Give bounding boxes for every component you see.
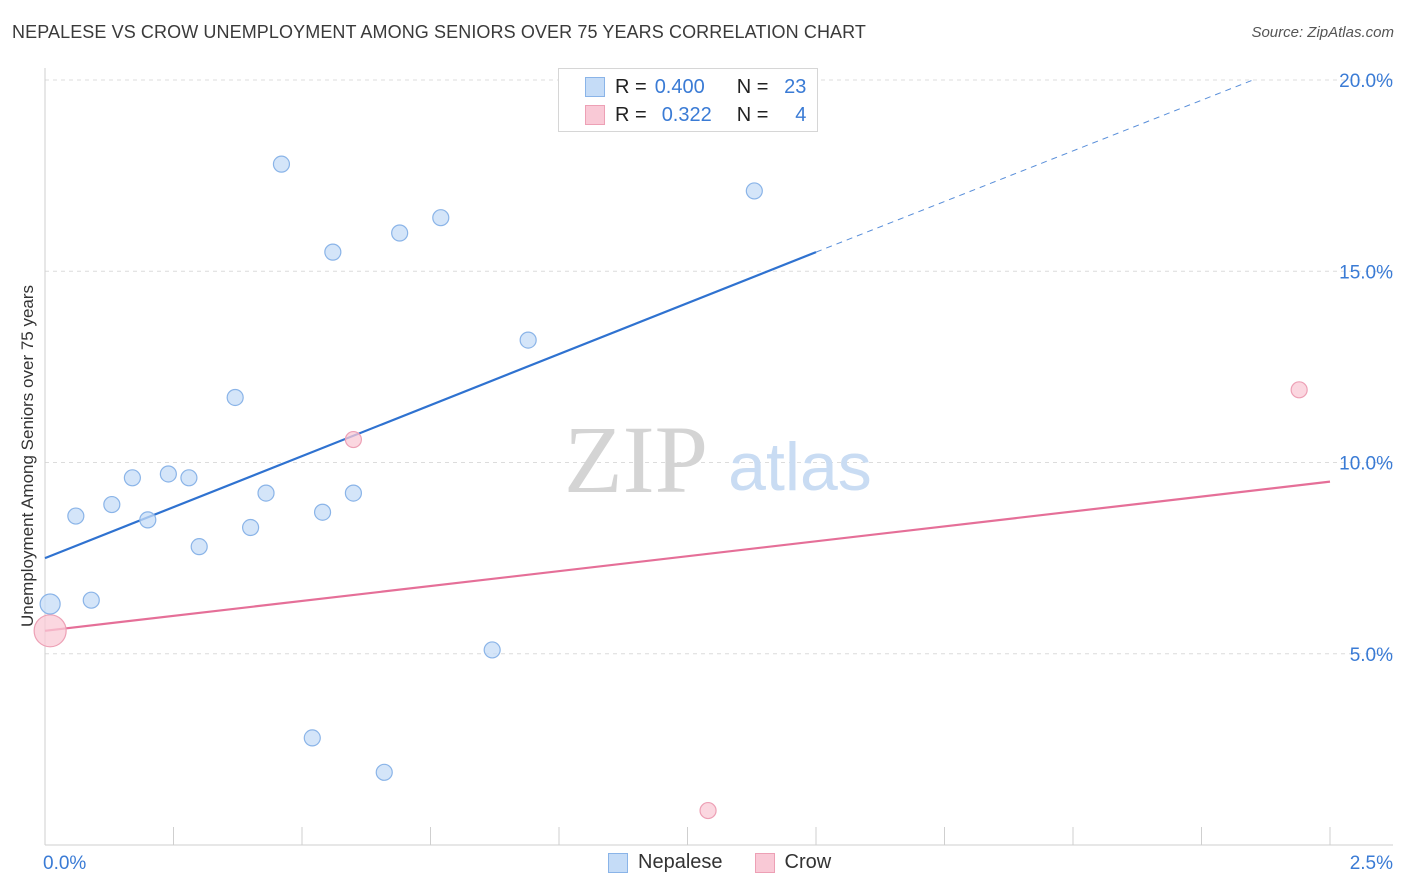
axes bbox=[44, 68, 1393, 846]
nepalese-point bbox=[483, 641, 501, 659]
nepalese-point bbox=[272, 155, 291, 173]
legend-row-crow: R = 0.322 N = 4 bbox=[559, 101, 806, 129]
nepalese-point bbox=[375, 763, 393, 781]
n-value: 23 bbox=[784, 75, 807, 98]
nepalese-point bbox=[139, 511, 157, 529]
r-value: 0.400 bbox=[654, 75, 705, 98]
crow-legend-swatch bbox=[754, 852, 775, 873]
crow-legend-label: Crow bbox=[784, 851, 832, 873]
nepalese-point bbox=[82, 591, 100, 609]
crow-point bbox=[33, 614, 67, 648]
crow-point bbox=[344, 430, 362, 449]
n-label: N = bbox=[736, 103, 769, 126]
nepalese-point bbox=[180, 469, 198, 487]
series-legend: Nepalese Crow bbox=[608, 851, 831, 874]
nepalese-point bbox=[391, 224, 409, 242]
nepalese-point bbox=[67, 507, 85, 525]
nepalese-point bbox=[190, 538, 208, 556]
nepalese-point bbox=[313, 503, 332, 521]
chart-title: NEPALESE VS CROW UNEMPLOYMENT AMONG SENI… bbox=[12, 22, 867, 42]
r-value: 0.322 bbox=[661, 103, 712, 126]
nepalese-legend-label: Nepalese bbox=[638, 851, 723, 873]
nepalese-trend-line bbox=[44, 251, 817, 560]
nepalese-point bbox=[242, 518, 260, 537]
nepalese-legend-swatch bbox=[608, 852, 628, 873]
nepalese-point bbox=[257, 484, 275, 502]
crow-point bbox=[1290, 381, 1308, 399]
data-points bbox=[33, 155, 1308, 820]
nepalese-point bbox=[103, 495, 121, 514]
n-value: 4 bbox=[795, 103, 807, 126]
nepalese-point bbox=[303, 729, 321, 747]
y-tick-label: 15.0% bbox=[1339, 262, 1393, 283]
nepalese-point bbox=[519, 331, 537, 349]
tick-labels: 5.0% 10.0% 15.0% 20.0% 0.0% 2.5% bbox=[43, 71, 1393, 874]
r-label: R = bbox=[615, 75, 647, 98]
gridlines bbox=[45, 79, 1393, 655]
n-label: N = bbox=[736, 75, 769, 98]
r-label: R = bbox=[615, 103, 647, 126]
crow-swatch bbox=[585, 105, 605, 125]
watermark: ZIP atlas bbox=[564, 406, 872, 513]
y-tick-label: 10.0% bbox=[1339, 454, 1393, 475]
nepalese-swatch bbox=[585, 77, 605, 97]
y-tick-label: 20.0% bbox=[1339, 71, 1393, 92]
x-tick-label: 0.0% bbox=[43, 853, 86, 874]
watermark-atlas: atlas bbox=[728, 429, 872, 505]
stats-legend: R = 0.400 N = 23 R = 0.322 N = 4 bbox=[558, 68, 818, 132]
source-label: Source: ZipAtlas.com bbox=[1251, 24, 1394, 41]
nepalese-point bbox=[432, 209, 450, 227]
crow-trend-line bbox=[44, 480, 1331, 632]
x-tick-label: 2.5% bbox=[1350, 853, 1393, 874]
nepalese-point bbox=[745, 182, 763, 200]
crow-point bbox=[699, 801, 717, 820]
watermark-zip: ZIP bbox=[564, 406, 708, 513]
nepalese-point bbox=[123, 469, 141, 487]
nepalese-point bbox=[226, 388, 244, 407]
trend-lines bbox=[44, 79, 1331, 632]
nepalese-point bbox=[39, 593, 61, 615]
legend-row-nepalese: R = 0.400 N = 23 bbox=[559, 73, 806, 101]
y-tick-label: 5.0% bbox=[1350, 645, 1393, 666]
nepalese-trend-extension bbox=[815, 79, 1254, 253]
y-axis-label: Unemployment Among Seniors over 75 years bbox=[18, 284, 37, 628]
nepalese-point bbox=[159, 465, 177, 483]
nepalese-point bbox=[324, 243, 342, 261]
nepalese-point bbox=[344, 484, 362, 502]
